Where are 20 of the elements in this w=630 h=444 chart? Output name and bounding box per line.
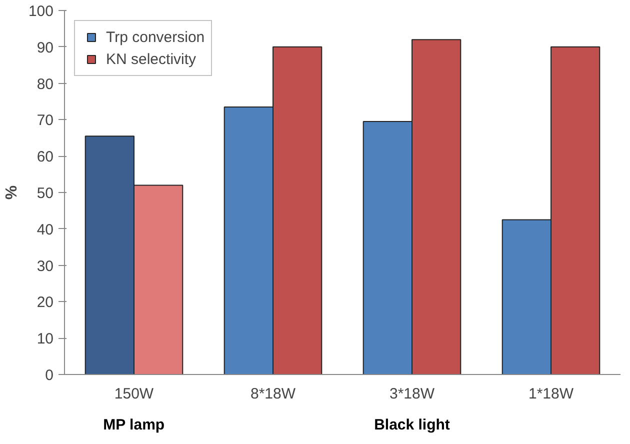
legend-label: KN selectivity [106,50,196,68]
y-tick-label: 90 [36,39,54,56]
legend-label: Trp conversion [106,28,205,46]
text: Black light [374,416,450,434]
y-tick-label: 30 [36,258,54,275]
y-tick-label: 20 [36,294,54,312]
y-tick-label: 70 [36,112,54,130]
y-tick-label: 40 [36,221,54,238]
y-tick-label: 60 [36,148,54,166]
y-tick-label: 10 [36,330,54,348]
y-tick-label: 50 [36,185,54,202]
y-tick-label: 100 [28,3,54,20]
x-tick-label: 8*18W [250,386,296,402]
x-tick-label: 1*18W [528,386,574,402]
x-tick-label: 3*18W [389,386,436,402]
x-tick-label: 150W [114,386,154,402]
y-tick-label: 80 [36,76,54,93]
y-axis-title: % [3,185,20,200]
y-tick-label: 0 [45,367,54,384]
text: MP lamp [103,416,165,434]
